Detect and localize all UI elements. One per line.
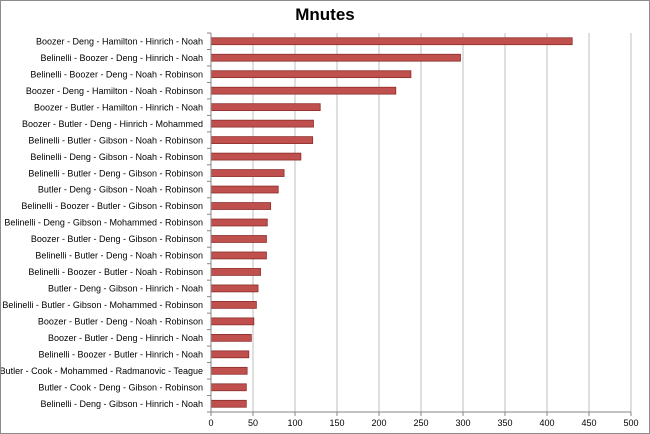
bar <box>210 268 261 276</box>
x-tick-label: 500 <box>623 418 638 428</box>
bar <box>210 218 268 227</box>
category-label: Boozer - Butler - Hamilton - Hinrich - N… <box>34 102 203 112</box>
x-tick-label: 350 <box>497 418 512 428</box>
x-tick-label: 50 <box>248 418 258 428</box>
category-label: Belinelli - Boozer - Butler - Noah - Rob… <box>28 267 203 277</box>
x-tick-label: 300 <box>455 418 470 428</box>
category-label: Boozer - Butler - Deng - Gibson - Robins… <box>31 234 203 244</box>
category-label: Belinelli - Butler - Deng - Noah - Robin… <box>35 251 203 261</box>
category-label: Belinelli - Butler - Gibson - Noah - Rob… <box>28 135 203 145</box>
category-label: Butler - Cook - Mohammed - Radmanovic - … <box>1 366 203 376</box>
bar <box>210 136 314 144</box>
bar <box>210 399 247 408</box>
category-label: Butler - Deng - Gibson - Hinrich - Noah <box>48 284 203 294</box>
category-label: Boozer - Deng - Hamilton - Noah - Robins… <box>26 86 203 96</box>
category-label: Belinelli - Boozer - Deng - Hinrich - No… <box>40 53 203 63</box>
bar <box>210 119 314 128</box>
category-label: Boozer - Butler - Deng - Hinrich - Noah <box>48 333 203 343</box>
bar <box>210 169 285 177</box>
x-tick-label: 450 <box>581 418 596 428</box>
category-label: Boozer - Butler - Deng - Noah - Robinson <box>38 317 203 327</box>
category-label: Butler - Deng - Gibson - Noah - Robinson <box>38 185 203 195</box>
category-label: Belinelli - Boozer - Butler - Hinrich - … <box>38 350 203 360</box>
bar <box>210 70 412 79</box>
bar <box>210 301 257 309</box>
category-label: Belinelli - Butler - Gibson - Mohammed -… <box>2 300 203 310</box>
category-label: Belinelli - Deng - Gibson - Mohammed - R… <box>4 218 203 228</box>
x-tick-label: 150 <box>329 418 344 428</box>
category-label: Belinelli - Deng - Gibson - Hinrich - No… <box>40 399 203 409</box>
category-label: Belinelli - Boozer - Deng - Noah - Robin… <box>30 69 203 79</box>
bar <box>210 284 259 293</box>
bar <box>210 366 248 375</box>
bar <box>210 103 321 112</box>
x-tick-label: 100 <box>287 418 302 428</box>
bar <box>210 317 255 326</box>
bar <box>210 53 461 62</box>
category-label: Boozer - Butler - Deng - Hinrich - Moham… <box>22 119 203 129</box>
x-tick-label: 250 <box>413 418 428 428</box>
category-label: Belinelli - Deng - Gibson - Noah - Robin… <box>30 152 203 162</box>
bar <box>210 202 272 210</box>
bar <box>210 251 267 260</box>
bar <box>210 185 279 194</box>
bar <box>210 235 267 243</box>
x-tick-label: 200 <box>371 418 386 428</box>
bar <box>210 37 573 46</box>
category-label: Belinelli - Boozer - Butler - Gibson - R… <box>21 201 203 211</box>
bar <box>210 152 302 161</box>
bar <box>210 383 247 392</box>
category-label: Belinelli - Butler - Deng - Gibson - Rob… <box>28 168 203 178</box>
bar <box>210 86 397 95</box>
bar <box>210 333 252 342</box>
category-label: Butler - Cook - Deng - Gibson - Robinson <box>38 382 203 392</box>
x-tick-label: 400 <box>539 418 554 428</box>
bar <box>210 350 250 359</box>
x-tick-label: 0 <box>208 418 213 428</box>
chart-title: Mnutes <box>295 5 355 24</box>
category-label: Boozer - Deng - Hamilton - Hinrich - Noa… <box>36 36 203 46</box>
